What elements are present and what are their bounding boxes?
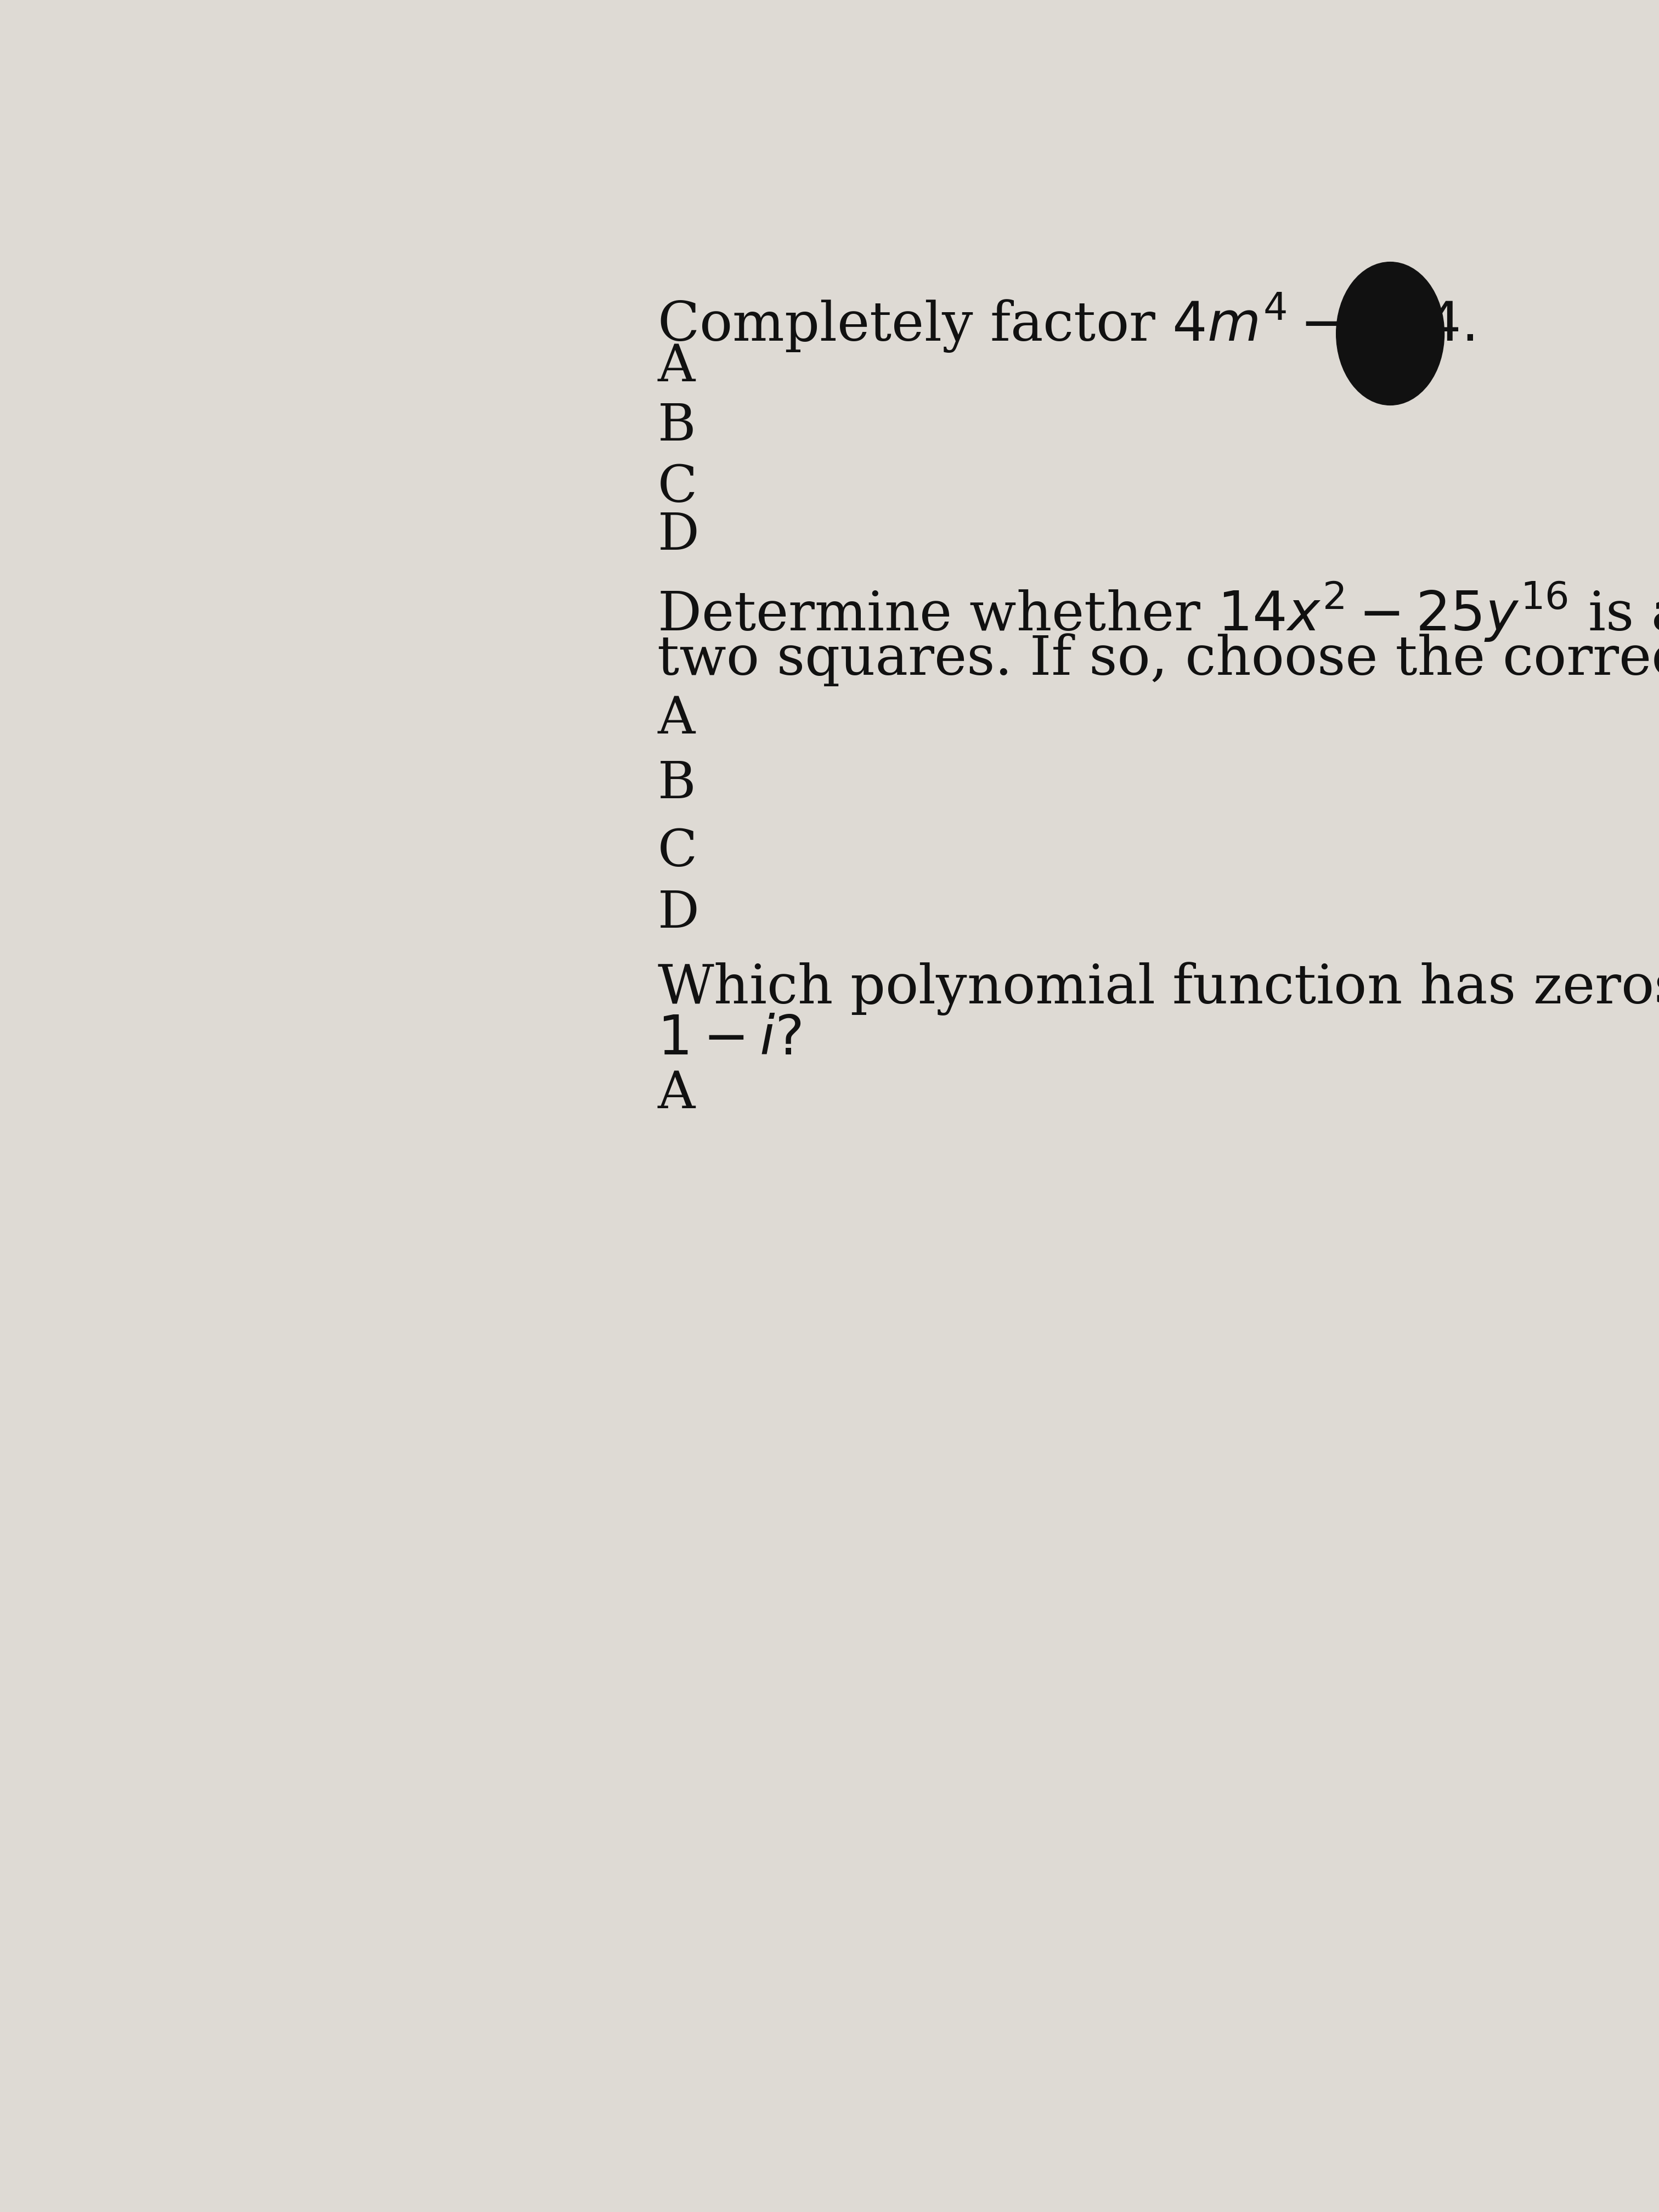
Text: B: B — [657, 759, 695, 810]
Text: C: C — [657, 827, 697, 876]
Text: A: A — [657, 695, 695, 743]
Text: C: C — [657, 462, 697, 513]
Text: A: A — [657, 343, 695, 392]
Text: D: D — [657, 889, 698, 938]
Text: Completely factor $4m^4 - 324.$: Completely factor $4m^4 - 324.$ — [657, 292, 1473, 354]
Text: A: A — [657, 1068, 695, 1119]
Text: B: B — [657, 403, 695, 451]
Text: $1-i?$: $1-i?$ — [657, 1013, 801, 1066]
Text: Determine whether $14x^2-25y^{16}$ is a difference of: Determine whether $14x^2-25y^{16}$ is a … — [657, 580, 1659, 644]
Text: Which polynomial function has zeros $1,\ 1+i,$ ar: Which polynomial function has zeros $1,\… — [657, 960, 1659, 1015]
Text: D: D — [657, 511, 698, 560]
Text: two squares. If so, choose the correct factorization.: two squares. If so, choose the correct f… — [657, 633, 1659, 686]
Circle shape — [1335, 261, 1445, 405]
